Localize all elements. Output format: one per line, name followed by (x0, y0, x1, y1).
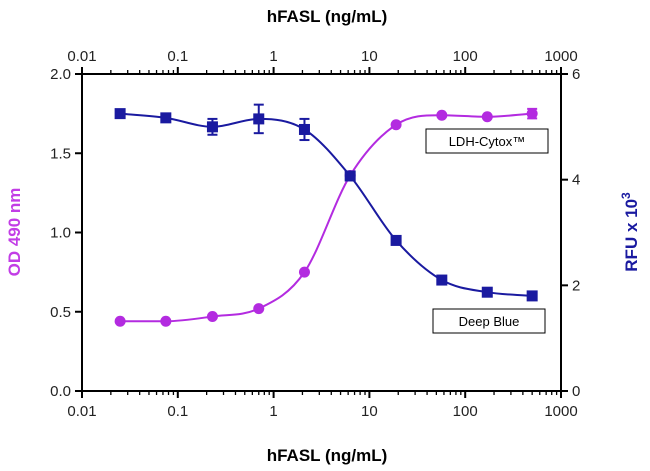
x-tick-label-top: 1 (269, 48, 277, 65)
y-axis-title-right-exponent: 3 (619, 192, 633, 199)
data-points (114, 103, 538, 327)
x-tick-label-top: 1000 (544, 48, 577, 65)
x-tick-label-bottom: 1000 (544, 403, 577, 420)
data-point-ldh-cytox (526, 108, 538, 120)
data-point-deep-blue (481, 286, 493, 298)
data-point-ldh-cytox (298, 266, 310, 278)
x-tick-label-bottom: 10 (361, 403, 378, 420)
data-point-deep-blue (206, 121, 218, 133)
data-point-ldh-cytox (206, 311, 218, 323)
x-tick-label-top: 10 (361, 48, 378, 65)
legend-ldh-cytox: LDH-Cytox™ (425, 128, 549, 154)
legend-deep-blue-box (432, 308, 546, 334)
data-point-deep-blue (114, 108, 126, 120)
x-axis-title-bottom: hFASL (ng/mL) (267, 446, 388, 465)
y-tick-label-right: 4 (572, 172, 580, 189)
y-tick-label-left: 1.5 (50, 145, 71, 162)
x-tick-label-bottom: 100 (453, 403, 478, 420)
legend-ldh-cytox-label: LDH-Cytox™ (449, 134, 526, 149)
data-point-ldh-cytox (114, 315, 126, 327)
x-tick-label-top: 100 (453, 48, 478, 65)
data-point-ldh-cytox (481, 111, 493, 123)
axes: 0.01 0.01 0.1 0.1 1 1 10 10 100 100 1000 1000 0.0 0.5… (50, 48, 580, 420)
data-point-ldh-cytox (160, 315, 172, 327)
x-tick-label-bottom: 0.01 (67, 403, 96, 420)
y-tick-label-right: 0 (572, 383, 580, 400)
fit-curves (120, 112, 533, 323)
y-tick-label-left: 0.0 (50, 383, 71, 400)
data-point-deep-blue (436, 274, 448, 286)
fit-curve-deep-blue (120, 112, 533, 297)
y-tick-label-left: 2.0 (50, 66, 71, 83)
data-point-ldh-cytox (253, 303, 265, 315)
legend-ldh-cytox-box (425, 128, 549, 154)
data-point-ldh-cytox (390, 119, 402, 131)
data-point-deep-blue (298, 123, 310, 135)
legend-deep-blue: Deep Blue (432, 308, 546, 334)
data-point-deep-blue (253, 113, 265, 125)
x-axis-title-top: hFASL (ng/mL) (267, 7, 388, 26)
data-point-deep-blue (390, 234, 402, 246)
fit-curve-ldh-cytox (120, 112, 533, 323)
y-axis-title-right-prefix: RFU x 10 (622, 199, 641, 272)
y-axis-title-right: RFU x 103 (619, 192, 641, 272)
data-point-deep-blue (160, 112, 172, 124)
x-tick-label-bottom: 0.1 (167, 403, 188, 420)
data-point-deep-blue (526, 290, 538, 302)
y-tick-label-right: 2 (572, 277, 580, 294)
y-axis-title-left: OD 490 nm (5, 188, 24, 277)
x-tick-label-top: 0.01 (67, 48, 96, 65)
data-point-ldh-cytox (436, 109, 448, 121)
x-tick-label-bottom: 1 (269, 403, 277, 420)
y-tick-label-left: 0.5 (50, 304, 71, 321)
x-tick-label-top: 0.1 (167, 48, 188, 65)
data-point-deep-blue (344, 170, 356, 182)
y-tick-label-left: 1.0 (50, 225, 71, 242)
y-tick-label-right: 6 (572, 66, 580, 83)
legend-deep-blue-label: Deep Blue (459, 314, 520, 329)
